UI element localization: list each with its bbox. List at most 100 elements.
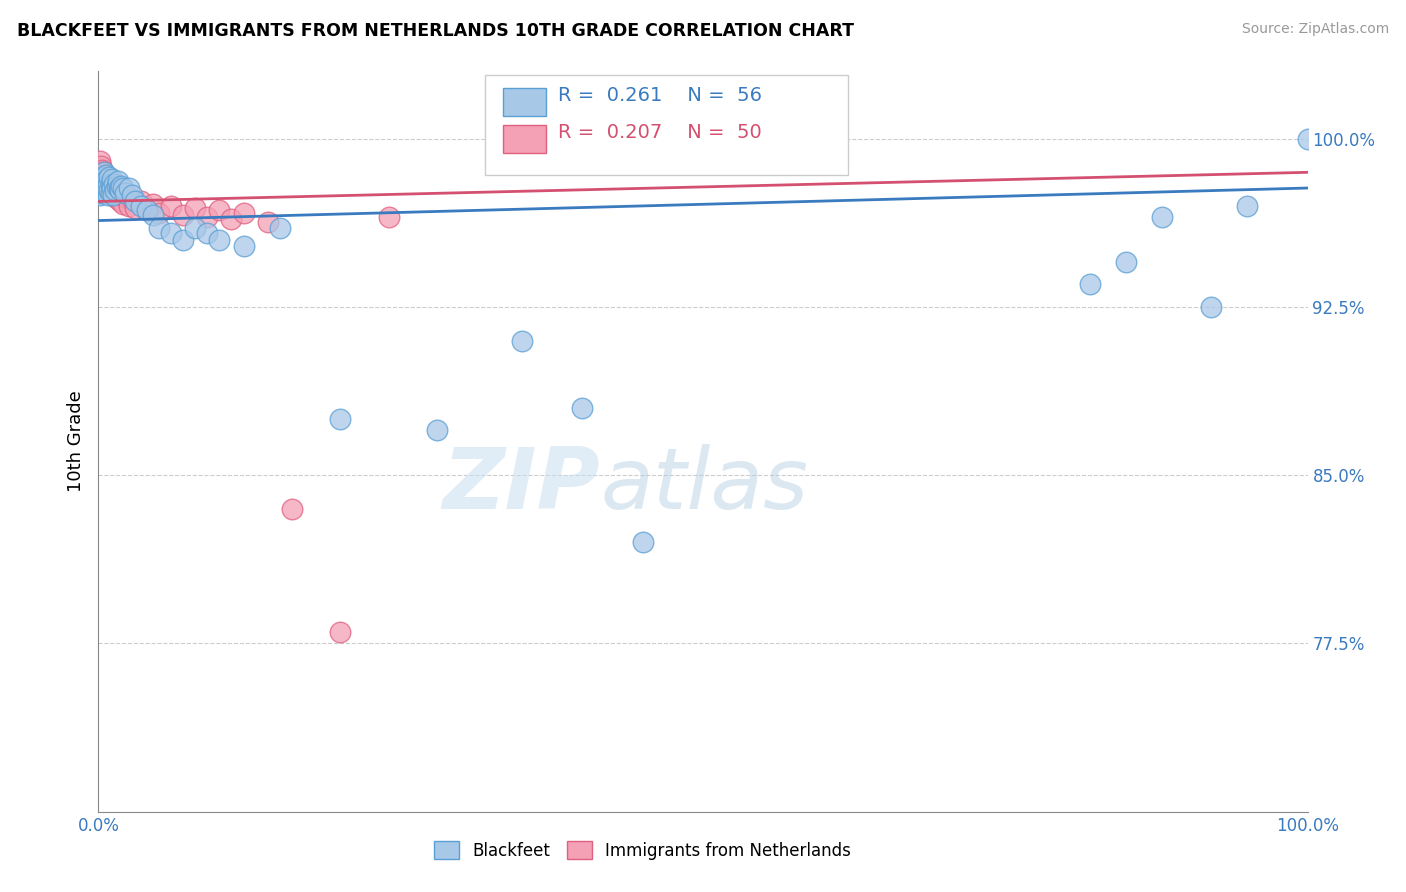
Point: [108, 183, 131, 197]
Point: [160, 199, 183, 213]
Point: [96, 181, 118, 195]
FancyBboxPatch shape: [503, 125, 546, 153]
Point: [148, 221, 170, 235]
Point: [98, 177, 121, 191]
Text: R =  0.261    N =  56: R = 0.261 N = 56: [558, 87, 762, 105]
Point: [114, 190, 136, 204]
Point: [105, 178, 128, 193]
Point: [91, 181, 114, 195]
Point: [195, 210, 218, 224]
Point: [93, 174, 115, 188]
Point: [160, 226, 183, 240]
FancyBboxPatch shape: [485, 75, 848, 175]
Point: [631, 535, 654, 549]
Point: [91, 169, 114, 184]
Point: [195, 226, 218, 240]
Point: [105, 183, 128, 197]
Point: [118, 199, 141, 213]
Y-axis label: 10th Grade: 10th Grade: [66, 391, 84, 492]
Point: [208, 203, 231, 218]
Point: [208, 233, 231, 247]
Point: [124, 194, 146, 209]
Point: [91, 174, 114, 188]
Point: [108, 186, 131, 200]
Point: [100, 172, 122, 186]
Point: [1236, 199, 1258, 213]
Point: [111, 196, 134, 211]
Point: [100, 177, 122, 191]
Text: R =  0.207    N =  50: R = 0.207 N = 50: [558, 123, 762, 143]
Point: [184, 201, 207, 215]
Point: [89, 187, 111, 202]
Point: [94, 178, 117, 193]
Point: [93, 165, 115, 179]
Point: [93, 169, 115, 184]
Point: [90, 177, 112, 191]
Point: [269, 221, 291, 235]
Point: [1199, 300, 1222, 314]
Point: [148, 205, 170, 219]
Text: ZIP: ZIP: [443, 444, 600, 527]
Point: [91, 177, 114, 191]
Point: [124, 201, 146, 215]
Point: [100, 178, 122, 193]
Point: [426, 423, 449, 437]
Point: [100, 186, 122, 200]
Point: [94, 178, 117, 193]
Point: [98, 169, 121, 184]
Point: [121, 187, 143, 202]
Point: [256, 215, 278, 229]
Point: [91, 163, 114, 178]
Point: [90, 168, 112, 182]
Point: [108, 181, 131, 195]
Point: [510, 334, 533, 348]
Point: [1115, 255, 1137, 269]
Point: [111, 181, 134, 195]
Point: [107, 192, 129, 206]
FancyBboxPatch shape: [503, 87, 546, 116]
Point: [281, 501, 304, 516]
Point: [91, 186, 114, 200]
Point: [104, 183, 127, 197]
Text: atlas: atlas: [600, 444, 808, 527]
Point: [221, 212, 243, 227]
Point: [329, 412, 352, 426]
Point: [93, 168, 115, 182]
Point: [89, 165, 111, 179]
Text: Source: ZipAtlas.com: Source: ZipAtlas.com: [1241, 22, 1389, 37]
Point: [172, 233, 194, 247]
Point: [91, 165, 114, 179]
Point: [118, 181, 141, 195]
Point: [96, 181, 118, 195]
Point: [172, 208, 194, 222]
Point: [97, 183, 120, 197]
Point: [135, 203, 157, 218]
Point: [91, 178, 114, 193]
Point: [184, 221, 207, 235]
Point: [1078, 277, 1101, 292]
Point: [377, 210, 399, 224]
Point: [129, 194, 152, 209]
Point: [129, 199, 152, 213]
Point: [100, 177, 122, 191]
Point: [232, 205, 254, 219]
Point: [94, 169, 117, 184]
Point: [100, 186, 122, 200]
Point: [1152, 210, 1174, 224]
Point: [142, 196, 165, 211]
Point: [110, 178, 132, 193]
Point: [97, 174, 120, 188]
Point: [135, 203, 157, 218]
Point: [104, 190, 127, 204]
Point: [571, 401, 593, 415]
Point: [93, 177, 115, 191]
Legend: Blackfeet, Immigrants from Netherlands: Blackfeet, Immigrants from Netherlands: [427, 835, 858, 866]
Point: [142, 208, 165, 222]
Text: BLACKFEET VS IMMIGRANTS FROM NETHERLANDS 10TH GRADE CORRELATION CHART: BLACKFEET VS IMMIGRANTS FROM NETHERLANDS…: [17, 22, 853, 40]
Point: [96, 172, 118, 186]
Point: [90, 159, 112, 173]
Point: [97, 187, 120, 202]
Point: [100, 181, 122, 195]
Point: [121, 192, 143, 206]
Point: [89, 154, 111, 169]
